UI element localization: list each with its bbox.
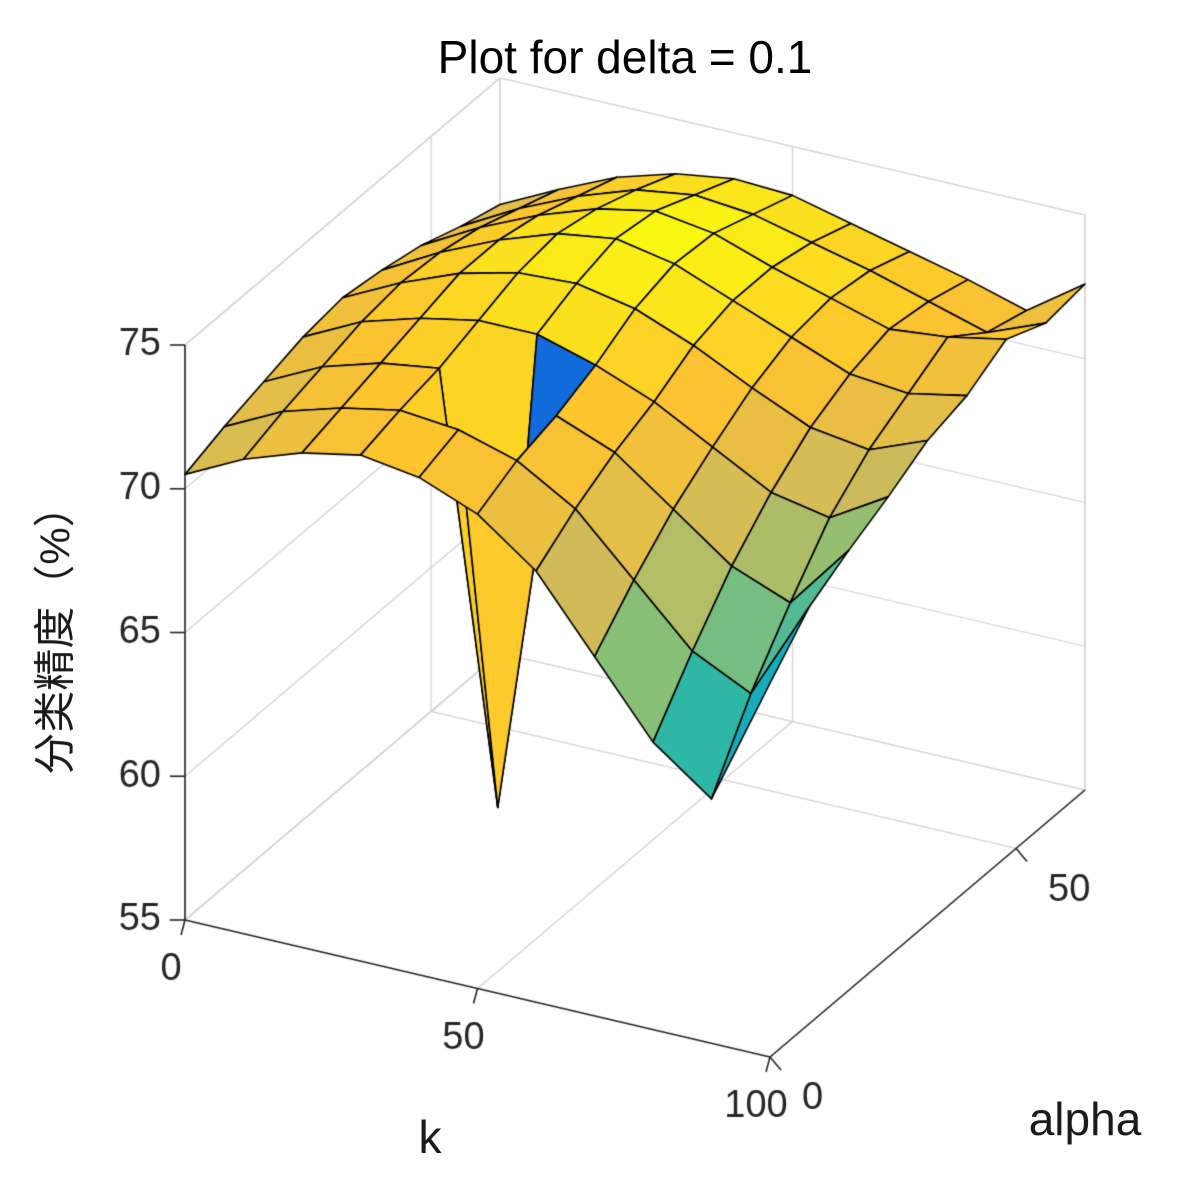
- y-axis-label: alpha: [1028, 1093, 1142, 1145]
- z-axis-label: 分类精度（%）: [31, 485, 79, 775]
- chart-title: Plot for delta = 0.1: [437, 31, 813, 83]
- x-axis-label: k: [418, 1111, 442, 1163]
